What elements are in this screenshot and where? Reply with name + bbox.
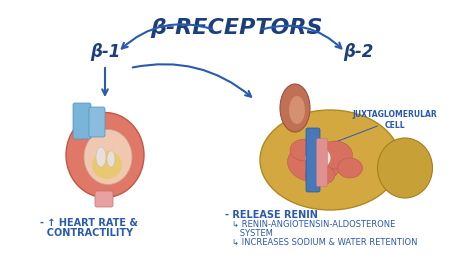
Ellipse shape [66,113,144,197]
Text: β-RECEPTORS: β-RECEPTORS [151,18,323,38]
Ellipse shape [290,139,320,161]
Ellipse shape [306,147,330,169]
Ellipse shape [107,151,115,167]
FancyBboxPatch shape [306,128,320,192]
FancyBboxPatch shape [95,191,113,207]
Ellipse shape [305,165,335,185]
Text: β-2: β-2 [343,43,373,61]
Text: - ↑ HEART RATE &: - ↑ HEART RATE & [40,218,138,228]
FancyBboxPatch shape [73,103,91,139]
Text: CONTRACTILITY: CONTRACTILITY [40,228,133,238]
Ellipse shape [92,151,122,179]
Ellipse shape [337,158,363,178]
Ellipse shape [289,96,305,124]
Ellipse shape [280,84,310,132]
FancyBboxPatch shape [89,107,105,137]
Text: - RELEASE RENIN: - RELEASE RENIN [225,210,318,220]
Ellipse shape [96,147,106,167]
Text: ↳ RENIN-ANGIOTENSIN-ALDOSTERONE: ↳ RENIN-ANGIOTENSIN-ALDOSTERONE [232,220,395,229]
Text: ↳ INCREASES SODIUM & WATER RETENTION: ↳ INCREASES SODIUM & WATER RETENTION [232,238,418,247]
Text: SYSTEM: SYSTEM [232,229,273,238]
Ellipse shape [377,138,432,198]
Text: JUXTAGLOMERULAR
CELL: JUXTAGLOMERULAR CELL [353,110,438,130]
Ellipse shape [260,110,400,210]
FancyBboxPatch shape [317,139,328,186]
Ellipse shape [318,141,353,169]
Ellipse shape [84,130,132,185]
Text: β-1: β-1 [90,43,120,61]
Ellipse shape [288,142,343,182]
